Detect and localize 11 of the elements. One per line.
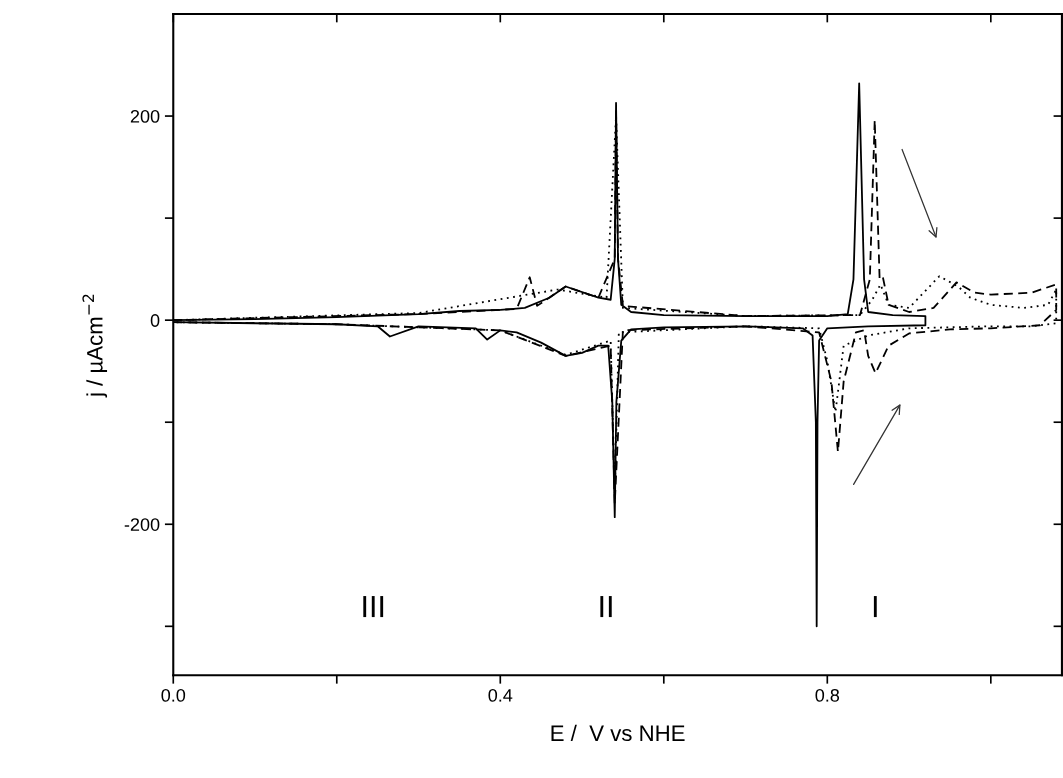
x-tick-label: 0.4 <box>488 688 513 702</box>
y-tick-label: 0 <box>150 314 160 327</box>
y-axis-title: j / µAcm$^{−2}$ <box>82 294 108 398</box>
x-tick-label: 0.0 <box>161 688 186 702</box>
y-tick-label: -200 <box>124 518 160 531</box>
y-tick-label: 200 <box>130 109 160 123</box>
x-tick-label: 0.8 <box>815 688 840 702</box>
annotation: I <box>873 596 877 618</box>
annotation: III <box>363 596 384 618</box>
annotation: II <box>600 596 612 618</box>
x-axis-title: E / V vs NHE <box>551 724 685 742</box>
